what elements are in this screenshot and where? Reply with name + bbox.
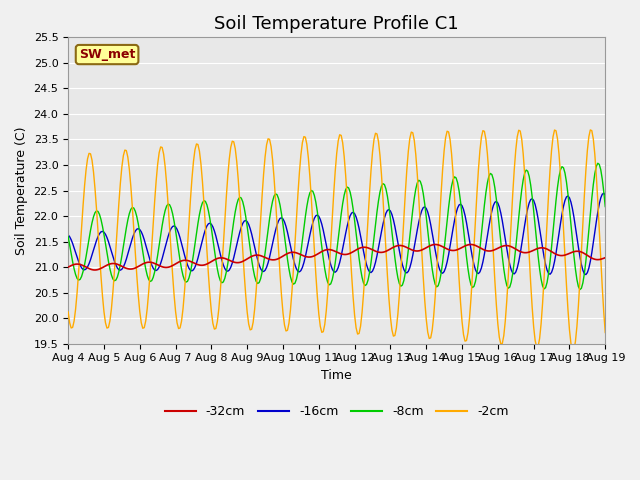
Title: Soil Temperature Profile C1: Soil Temperature Profile C1: [214, 15, 459, 33]
Text: SW_met: SW_met: [79, 48, 135, 61]
Y-axis label: Soil Temperature (C): Soil Temperature (C): [15, 126, 28, 255]
X-axis label: Time: Time: [321, 369, 352, 382]
Legend: -32cm, -16cm, -8cm, -2cm: -32cm, -16cm, -8cm, -2cm: [159, 400, 514, 423]
